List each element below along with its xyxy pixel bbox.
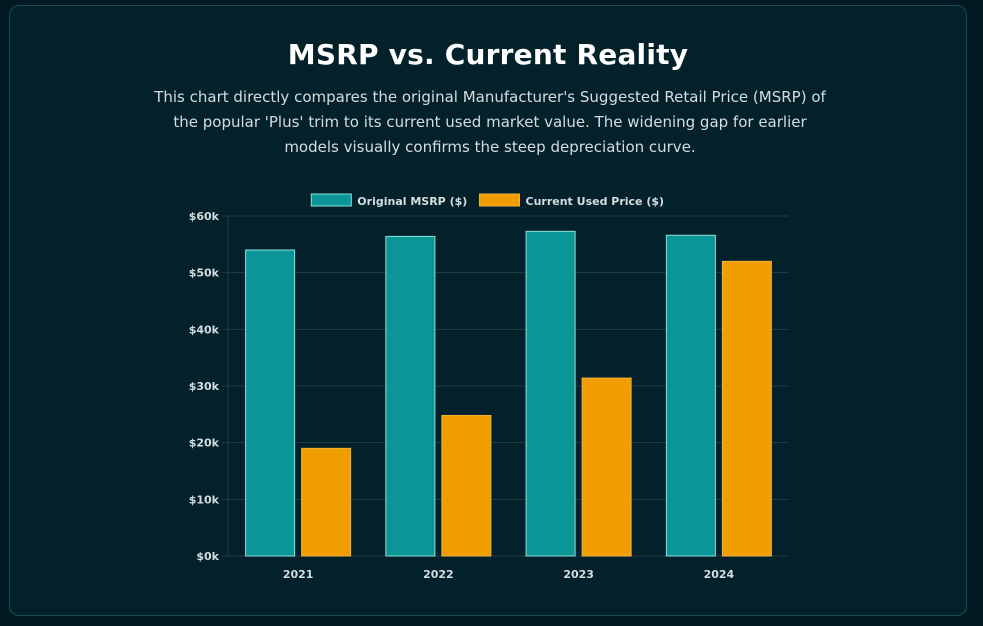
y-tick-label: $50k — [189, 267, 220, 280]
bars — [245, 230, 772, 557]
x-tick-label: 2023 — [563, 568, 594, 581]
used-price-bar[interactable] — [301, 447, 352, 557]
x-tick-label: 2021 — [283, 568, 314, 581]
x-tick-label: 2024 — [704, 568, 735, 581]
msrp-bar[interactable] — [525, 230, 576, 557]
msrp-bar[interactable] — [245, 249, 296, 557]
y-axis-ticks: $0k $10k $20k $30k $40k $50k $60k — [189, 210, 220, 563]
legend-label[interactable]: Current Used Price ($) — [526, 195, 665, 208]
used-price-bar[interactable] — [441, 414, 492, 557]
y-tick-label: $30k — [189, 380, 220, 393]
y-tick-label: $10k — [189, 493, 220, 506]
msrp-bar[interactable] — [385, 235, 436, 557]
y-tick-label: $20k — [189, 437, 220, 450]
legend-swatch[interactable] — [479, 193, 520, 207]
y-tick-label: $40k — [189, 323, 220, 336]
legend: Original MSRP ($) Current Used Price ($) — [310, 193, 665, 208]
y-tick-label: $0k — [196, 550, 219, 563]
page-subtitle: This chart directly compares the origina… — [154, 88, 826, 156]
used-price-bar[interactable] — [721, 260, 772, 557]
used-price-bar[interactable] — [581, 377, 632, 557]
msrp-bar[interactable] — [665, 234, 716, 557]
legend-swatch[interactable] — [310, 193, 352, 207]
y-tick-label: $60k — [189, 210, 220, 223]
x-tick-label: 2022 — [423, 568, 454, 581]
legend-label[interactable]: Original MSRP ($) — [357, 195, 467, 208]
page-title: MSRP vs. Current Reality — [287, 38, 689, 71]
x-axis-ticks: 2021 2022 2023 2024 — [283, 568, 735, 581]
